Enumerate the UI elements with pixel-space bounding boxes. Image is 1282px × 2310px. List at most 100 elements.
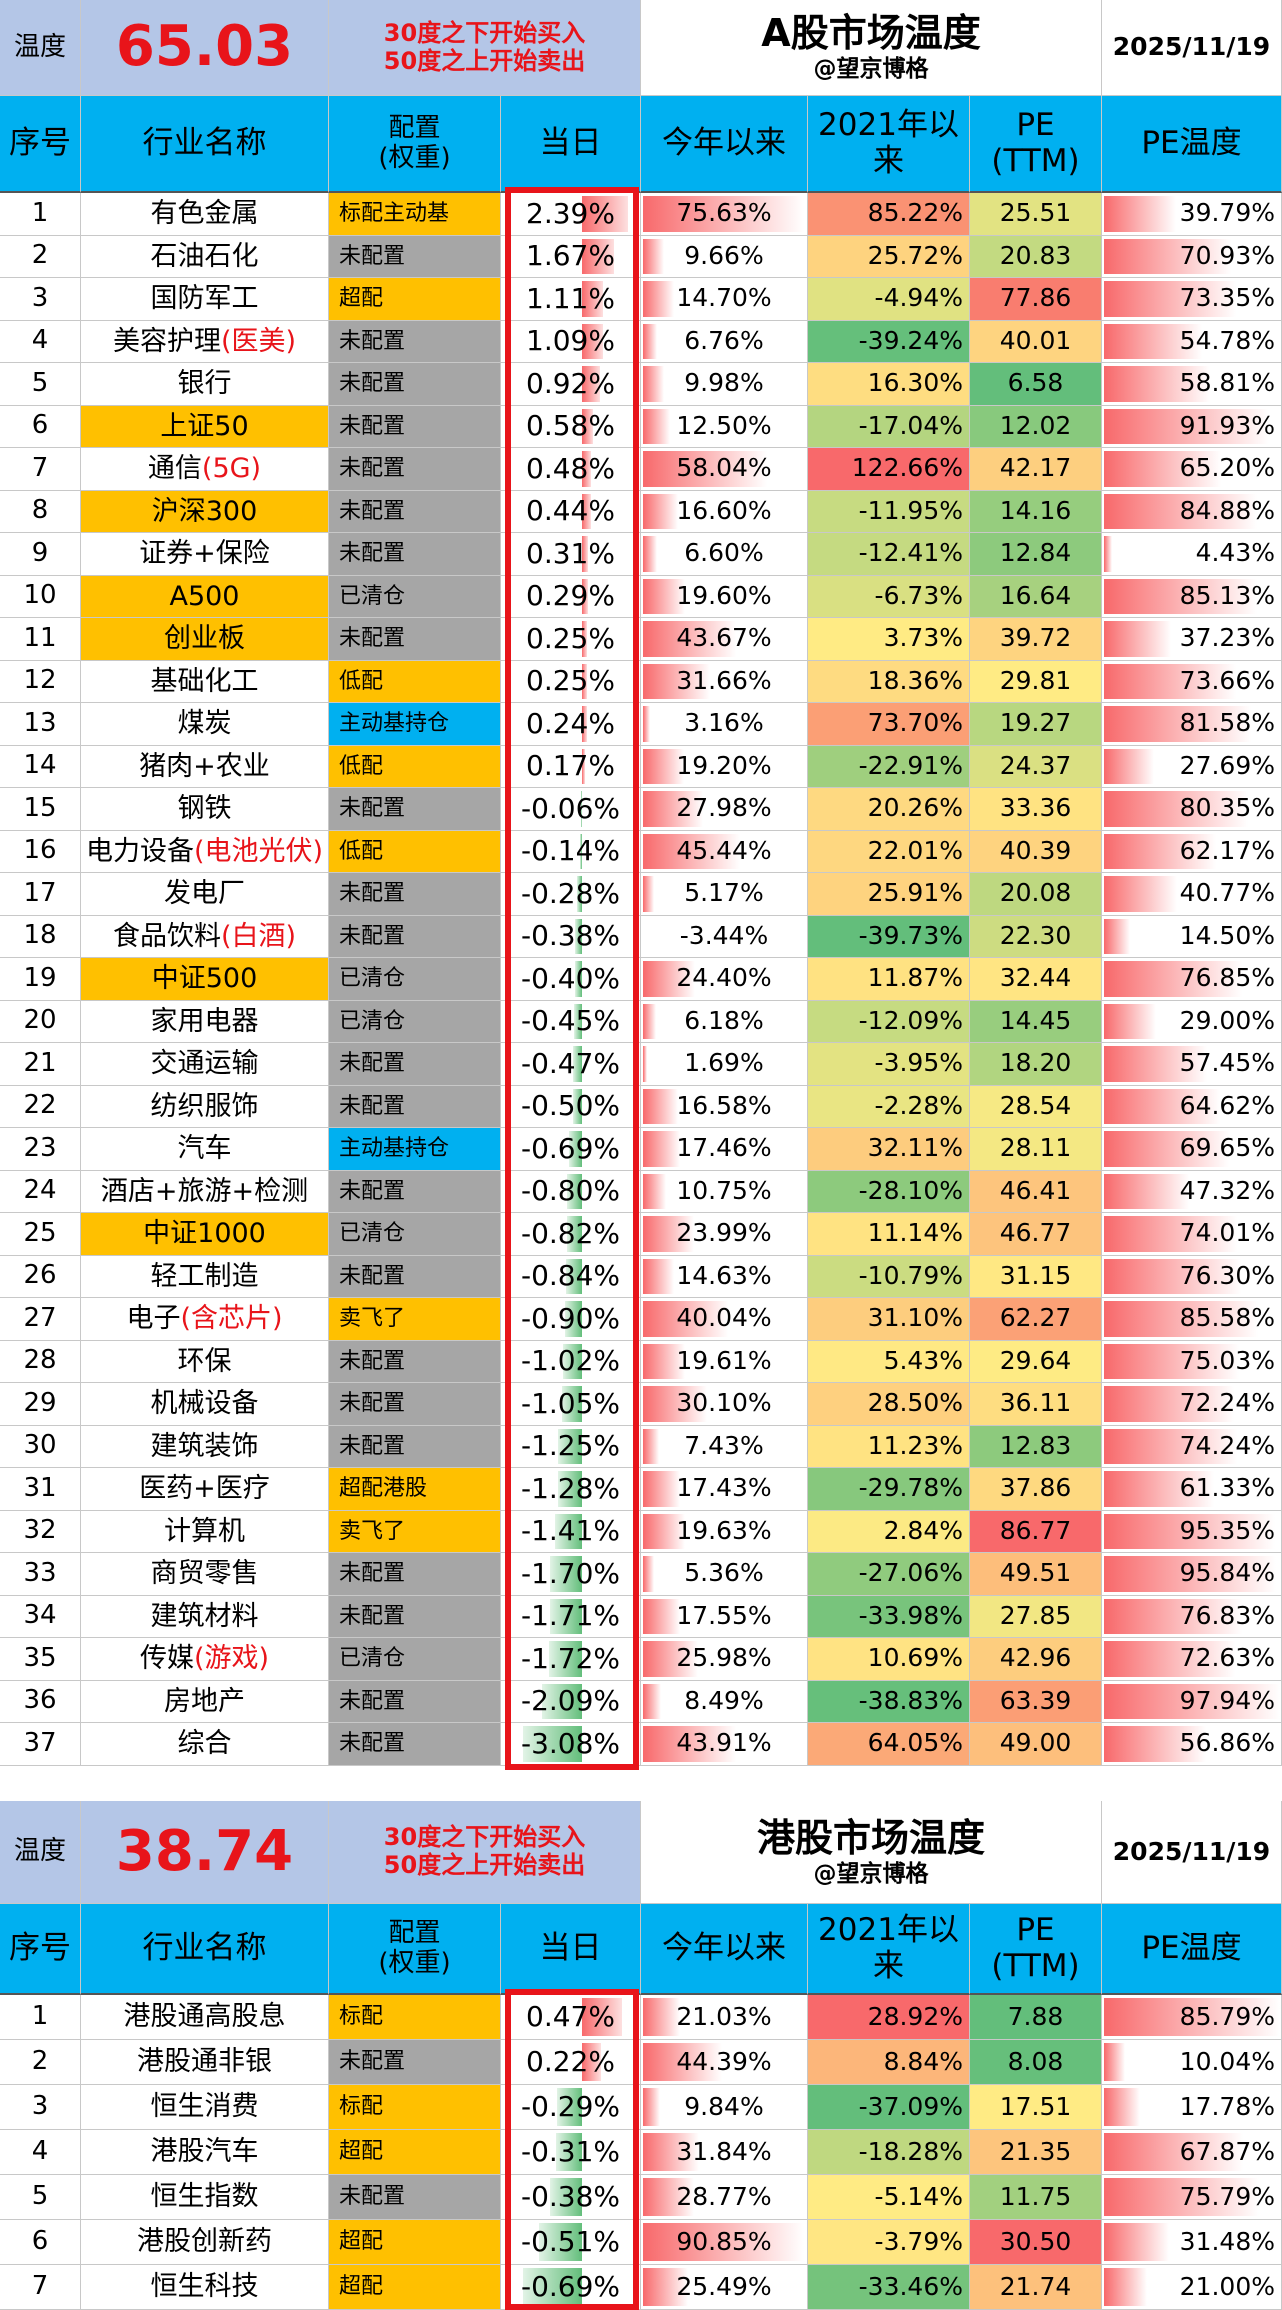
since-2021-change: -33.46% bbox=[858, 2271, 963, 2301]
title: 港股市场温度 bbox=[756, 1815, 985, 1860]
config-cell: 未配置 bbox=[329, 1255, 501, 1298]
date: 2025/11/19 bbox=[1112, 1836, 1271, 1866]
pe-temp-bar bbox=[1104, 1386, 1234, 1422]
ytd-change: 58.04% bbox=[676, 453, 772, 483]
industry-name: 纺织服饰 bbox=[150, 1090, 259, 1122]
day-cell: -1.02% bbox=[501, 1340, 641, 1383]
ytd-change: 28.77% bbox=[676, 2181, 772, 2211]
row-number-cell: 25 bbox=[0, 1213, 81, 1256]
name-cell: 医药+医疗 bbox=[81, 1468, 329, 1511]
day-change: 0.25% bbox=[526, 664, 615, 698]
day-cell: -2.09% bbox=[501, 1680, 641, 1723]
pe-temp-bar bbox=[1104, 451, 1222, 487]
column-header: 序号 bbox=[9, 124, 71, 161]
pe-ttm: 20.83 bbox=[999, 240, 1072, 270]
ytd-cell: 16.58% bbox=[641, 1085, 808, 1128]
ytd-change: 17.43% bbox=[676, 1473, 772, 1503]
industry-name: 有色金属 bbox=[150, 198, 259, 230]
day-cell: 0.48% bbox=[501, 448, 641, 491]
since-2021-change: 20.26% bbox=[867, 793, 963, 823]
heat-fill bbox=[808, 575, 969, 617]
config: 标配 bbox=[339, 2094, 384, 2120]
config: 未配置 bbox=[339, 243, 406, 269]
day-bar bbox=[582, 663, 587, 699]
row-number: 32 bbox=[23, 1515, 57, 1546]
ytd-change: 7.43% bbox=[684, 1430, 764, 1460]
row-number-cell: 18 bbox=[0, 915, 81, 958]
ytd-cell: 31.84% bbox=[641, 2130, 808, 2175]
ytd-change: 23.99% bbox=[676, 1218, 772, 1248]
heat-fill bbox=[808, 703, 969, 745]
pe-temp-bar bbox=[1104, 1046, 1208, 1082]
row-number: 17 bbox=[23, 877, 57, 908]
since-2021-cell: 10.69% bbox=[808, 1638, 970, 1681]
industry-name: 港股通高股息 bbox=[123, 2001, 286, 2033]
pe-temp-bar bbox=[1104, 323, 1203, 359]
pe-ttm: 29.81 bbox=[999, 665, 1072, 695]
since-2021-change: 32.11% bbox=[867, 1133, 963, 1163]
pe-temperature: 95.35% bbox=[1179, 1515, 1275, 1545]
pe-ttm: 86.77 bbox=[999, 1515, 1072, 1545]
day-cell: 0.17% bbox=[501, 745, 641, 788]
pe-temp-bar bbox=[1104, 1513, 1276, 1549]
day-change: -0.80% bbox=[520, 1174, 621, 1208]
day-bar bbox=[557, 1471, 583, 1507]
pe-ttm: 40.01 bbox=[999, 325, 1072, 355]
day-cell: 0.25% bbox=[501, 618, 641, 661]
name-cell: 港股通非银 bbox=[81, 2040, 329, 2085]
pe-cell: 29.64 bbox=[970, 1340, 1102, 1383]
heat-fill bbox=[808, 1043, 969, 1085]
row-number-cell: 31 bbox=[0, 1468, 81, 1511]
rules-cell: 30度之下开始买入 50度之上开始卖出 bbox=[329, 0, 641, 96]
since-2021-cell: -3.95% bbox=[808, 1043, 970, 1086]
ytd-cell: 9.98% bbox=[641, 363, 808, 406]
day-bar bbox=[582, 238, 615, 274]
column-header-cell: 今年以来 bbox=[641, 96, 808, 193]
pe-temp-bar bbox=[1104, 2043, 1125, 2081]
pe-temp-cell: 65.20% bbox=[1102, 448, 1282, 491]
day-change: -0.47% bbox=[520, 1046, 621, 1080]
since-2021-cell: -2.28% bbox=[808, 1085, 970, 1128]
day-change: -0.84% bbox=[520, 1259, 621, 1293]
ytd-change: 12.50% bbox=[676, 410, 772, 440]
day-bar bbox=[582, 1998, 623, 2036]
ytd-bar bbox=[643, 663, 711, 699]
pe-temperature: 47.32% bbox=[1179, 1175, 1275, 1205]
column-header-cell: 今年以来 bbox=[641, 1904, 808, 1995]
day-cell: -0.31% bbox=[501, 2130, 641, 2175]
industry-name: 恒生指数 bbox=[150, 2181, 259, 2213]
pe-temp-bar bbox=[1104, 1216, 1237, 1252]
day-change: 0.48% bbox=[526, 451, 615, 485]
heat-fill bbox=[808, 235, 969, 277]
pe-temp-bar bbox=[1104, 1301, 1258, 1337]
since-2021-cell: 8.84% bbox=[808, 2040, 970, 2085]
ytd-cell: 44.39% bbox=[641, 2040, 808, 2085]
row-number-cell: 29 bbox=[0, 1383, 81, 1426]
since-2021-cell: -6.73% bbox=[808, 575, 970, 618]
row-number-cell: 20 bbox=[0, 1000, 81, 1043]
industry-name: 中证500 bbox=[151, 963, 258, 995]
heat-fill bbox=[970, 1213, 1101, 1255]
heat-fill bbox=[970, 320, 1101, 362]
config-cell: 未配置 bbox=[329, 1085, 501, 1128]
pe-temp-bar bbox=[1104, 1683, 1280, 1719]
config-cell: 未配置 bbox=[329, 448, 501, 491]
ytd-change: 10.75% bbox=[676, 1175, 772, 1205]
ytd-bar bbox=[643, 366, 665, 402]
ytd-bar bbox=[643, 1173, 666, 1209]
row-number: 33 bbox=[23, 1557, 57, 1588]
config: 未配置 bbox=[339, 1263, 406, 1289]
row-number-cell: 6 bbox=[0, 405, 81, 448]
since-2021-change: -3.95% bbox=[874, 1048, 963, 1078]
temp-label-cell: 温度 bbox=[0, 1801, 81, 1904]
industry-name: 交通运输 bbox=[150, 1048, 259, 1080]
row-number: 34 bbox=[23, 1600, 57, 1631]
config-cell: 已清仓 bbox=[329, 1213, 501, 1256]
pe-cell: 40.39 bbox=[970, 830, 1102, 873]
pe-cell: 8.08 bbox=[970, 2040, 1102, 2085]
heat-fill bbox=[970, 745, 1101, 787]
since-2021-cell: -33.46% bbox=[808, 2265, 970, 2310]
since-2021-change: -4.94% bbox=[874, 283, 963, 313]
heat-fill bbox=[808, 2130, 969, 2174]
pe-cell: 62.27 bbox=[970, 1298, 1102, 1341]
